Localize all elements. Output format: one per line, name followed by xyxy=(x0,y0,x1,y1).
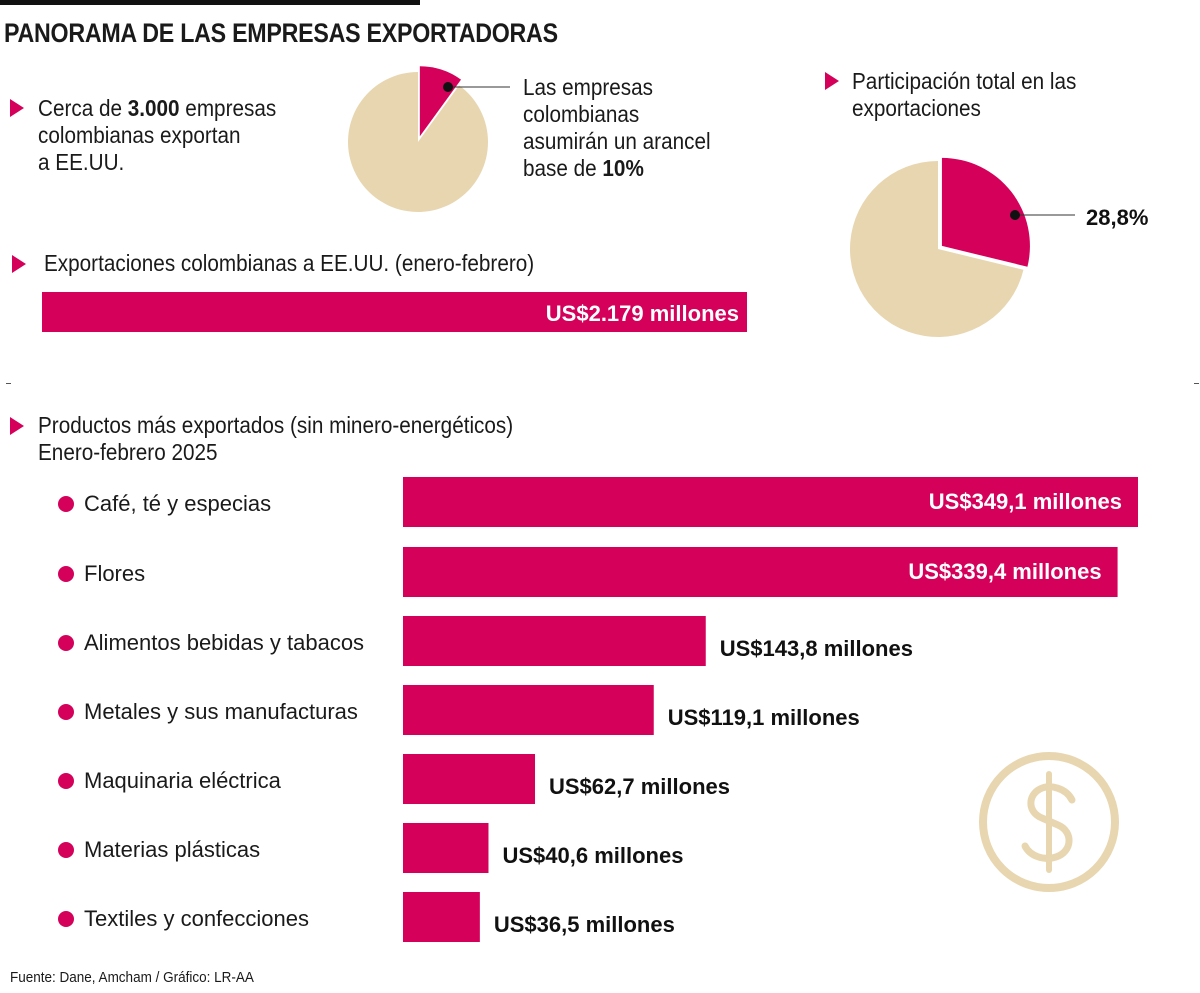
tariff-line3: asumirán un arancel xyxy=(523,128,711,154)
bullet-triangle-icon xyxy=(12,255,26,273)
product-bar xyxy=(403,754,536,804)
category-label: Alimentos bebidas y tabacos xyxy=(84,630,364,655)
category-label: Textiles y confecciones xyxy=(84,906,309,931)
products-heading-line2: Enero-febrero 2025 xyxy=(38,439,218,465)
intro-pre: Cerca de xyxy=(38,95,128,121)
share-pie: 28,8% xyxy=(850,157,1148,337)
category-dot-icon xyxy=(58,911,74,927)
category-dot-icon xyxy=(58,496,74,512)
product-bar xyxy=(403,823,489,873)
product-value-label: US$62,7 millones xyxy=(549,774,730,799)
divider-tick xyxy=(6,383,11,384)
product-value-label: US$119,1 millones xyxy=(668,705,860,730)
intro-count: 3.000 xyxy=(127,95,180,121)
product-bar xyxy=(403,477,1138,527)
product-bar xyxy=(403,616,706,666)
product-value-label: US$349,1 millones xyxy=(929,489,1122,514)
exports-bar xyxy=(42,292,747,332)
intro-line2: colombianas exportan xyxy=(38,122,241,148)
product-value-label: US$36,5 millones xyxy=(494,912,675,937)
pie-slice-highlight xyxy=(941,157,1030,267)
category-dot-icon xyxy=(58,566,74,582)
category-dot-icon xyxy=(58,704,74,720)
intro-text: Cerca de 3.000 empresas colombianas expo… xyxy=(38,95,276,176)
leader-dot xyxy=(1010,210,1020,220)
bullet-triangle-icon xyxy=(825,72,839,90)
category-label: Metales y sus manufacturas xyxy=(84,699,358,724)
category-dot-icon xyxy=(58,635,74,651)
page-title: PANORAMA DE LAS EMPRESAS EXPORTADORAS xyxy=(4,18,558,48)
product-bar xyxy=(403,892,480,942)
tariff-line2: colombianas xyxy=(523,101,640,127)
category-label: Maquinaria eléctrica xyxy=(84,768,282,793)
divider-tick xyxy=(1194,383,1199,384)
product-value-label: US$339,4 millones xyxy=(908,559,1101,584)
share-value-label: 28,8% xyxy=(1086,205,1148,230)
tariff-pie xyxy=(347,66,510,212)
tariff-note: Las empresas colombianas asumirán un ara… xyxy=(523,74,711,182)
products-heading-line1: Productos más exportados (sin minero-ene… xyxy=(38,412,514,438)
source-footer: Fuente: Dane, Amcham / Gráfico: LR-AA xyxy=(10,969,254,986)
product-value-label: US$143,8 millones xyxy=(720,636,913,661)
product-bar xyxy=(403,547,1118,597)
category-label: Flores xyxy=(84,561,145,586)
intro-line3: a EE.UU. xyxy=(38,149,125,175)
exports-bar-label: US$2.179 millones xyxy=(546,301,739,326)
pie-slice-rest xyxy=(850,161,1024,337)
tariff-rate: 10% xyxy=(602,155,644,181)
exports-heading: Exportaciones colombianas a EE.UU. (ener… xyxy=(44,250,535,276)
tariff-line1: Las empresas xyxy=(523,74,654,100)
leader-dot xyxy=(443,82,453,92)
category-dot-icon xyxy=(58,842,74,858)
bullet-triangle-icon xyxy=(10,417,24,435)
share-heading: Participación total en las exportaciones xyxy=(852,68,1076,122)
exports-bar-chart: US$2.179 millones xyxy=(42,292,747,332)
category-label: Café, té y especias xyxy=(84,491,271,516)
bullet-triangle-icon xyxy=(10,99,24,117)
intro-post: empresas xyxy=(179,95,277,121)
category-dot-icon xyxy=(58,773,74,789)
product-bar xyxy=(403,685,654,735)
share-heading-line2: exportaciones xyxy=(852,95,981,121)
category-label: Materias plásticas xyxy=(84,837,260,862)
products-heading: Productos más exportados (sin minero-ene… xyxy=(38,412,513,466)
products-bar-chart: Café, té y especias US$349,1 millones Flor… xyxy=(58,477,1138,942)
share-heading-line1: Participación total en las xyxy=(852,68,1077,94)
product-value-label: US$40,6 millones xyxy=(502,843,683,868)
top-rule xyxy=(0,0,420,5)
dollar-circle-icon xyxy=(979,752,1119,892)
pie-slice-rest xyxy=(347,72,488,212)
tariff-line4: base de xyxy=(523,155,603,181)
